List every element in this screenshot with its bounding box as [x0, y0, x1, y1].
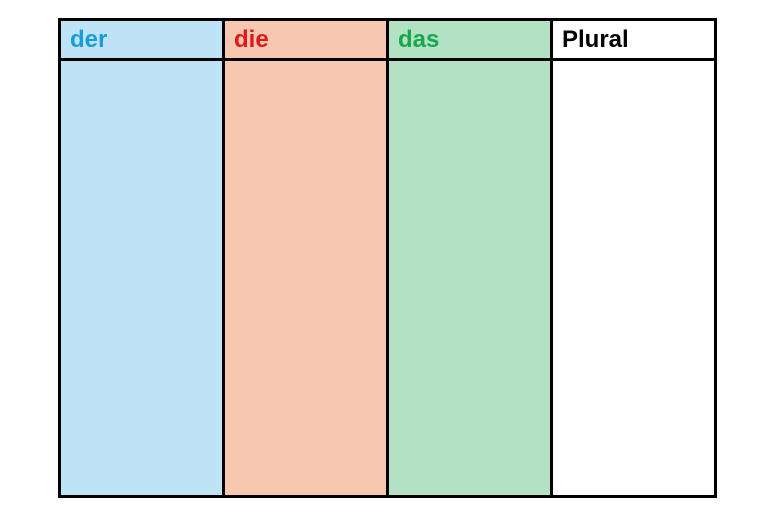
header-label-plural: Plural	[562, 25, 629, 53]
header-cell-das: das	[389, 21, 550, 58]
german-articles-table: der die das Plural	[58, 18, 717, 498]
column-body-die[interactable]	[225, 61, 386, 495]
header-label-das: das	[398, 25, 440, 53]
header-cell-der: der	[61, 21, 222, 58]
header-cell-plural: Plural	[553, 21, 714, 58]
header-label-die: die	[234, 25, 269, 53]
column-body-der[interactable]	[61, 61, 222, 495]
header-label-der: der	[70, 25, 108, 53]
header-cell-die: die	[225, 21, 386, 58]
column-body-das[interactable]	[389, 61, 550, 495]
column-body-plural[interactable]	[553, 61, 714, 495]
